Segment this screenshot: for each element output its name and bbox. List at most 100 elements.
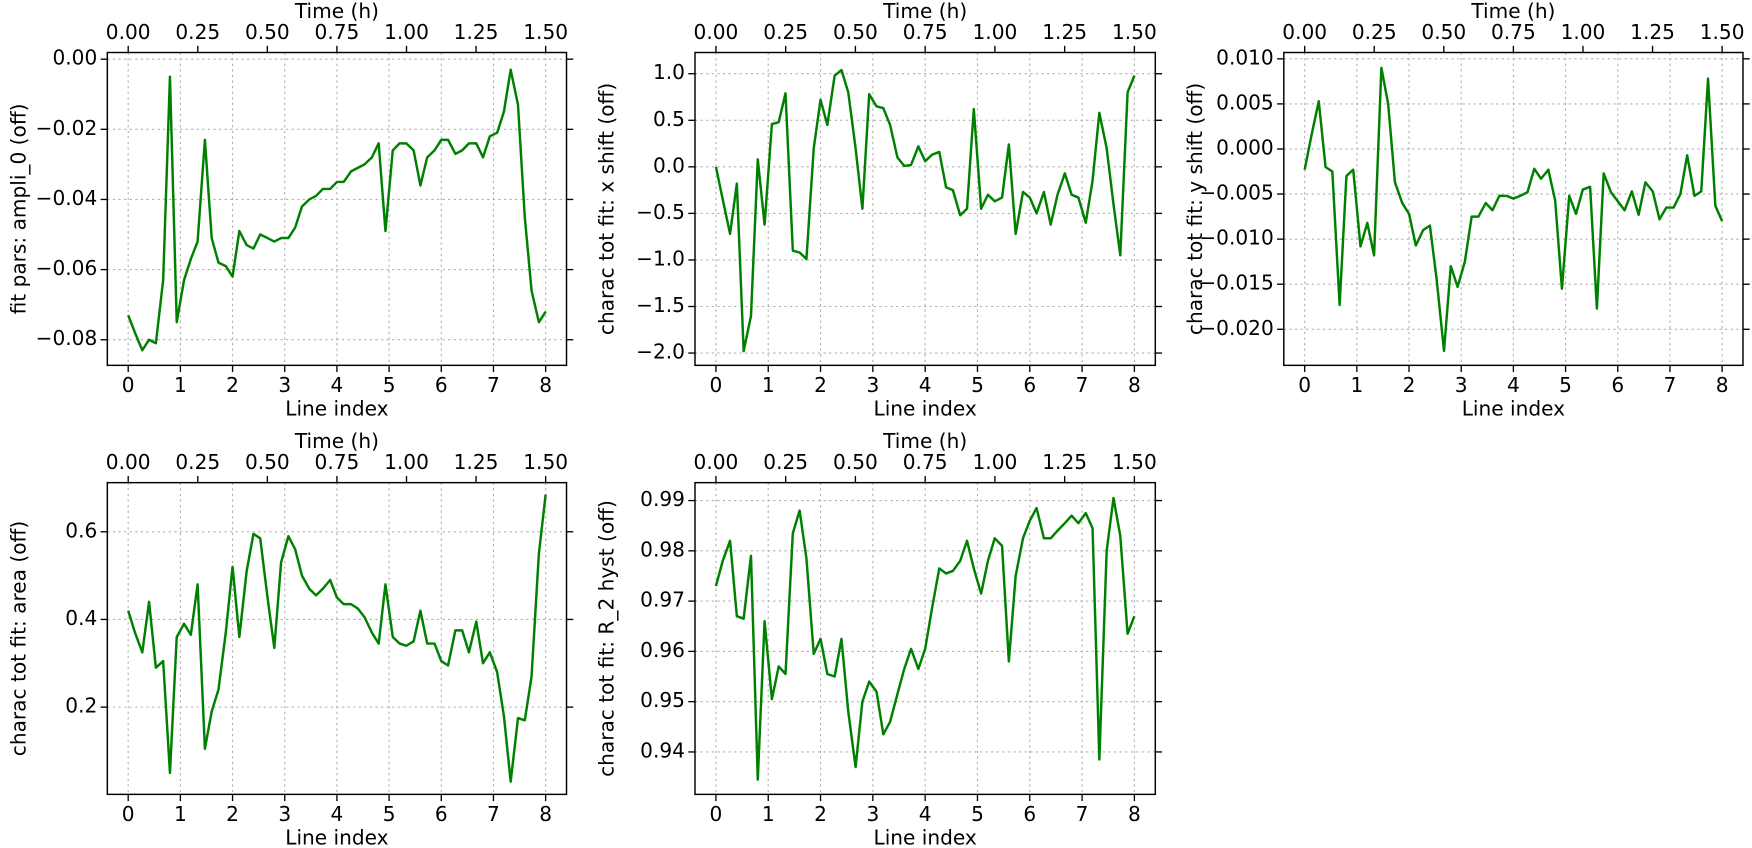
x2-tick-label: 0.75 — [903, 450, 948, 474]
x-tick-label: 7 — [487, 373, 500, 397]
x2-tick-label: 0.50 — [245, 450, 290, 474]
x-tick-label: 4 — [331, 802, 344, 826]
x2-tick-label: 1.00 — [973, 20, 1018, 44]
x2-tick-label: 0.00 — [694, 20, 739, 44]
x2-tick-label: 1.50 — [1112, 20, 1157, 44]
data-line — [714, 496, 1136, 781]
y-tick-label: 0.95 — [640, 688, 685, 712]
x-tick-label: 7 — [1076, 373, 1089, 397]
x-tick-label: 6 — [1611, 373, 1624, 397]
y-axis-label: fit pars: ampli_0 (off) — [7, 103, 31, 314]
x2-tick-label: 0.75 — [315, 20, 360, 44]
x2-tick-label: 0.00 — [1282, 20, 1327, 44]
y-tick-label: 0.005 — [1216, 90, 1274, 114]
x-tick-label: 6 — [1023, 802, 1036, 826]
y-axis-label: charac tot fit: x shift (off) — [594, 83, 618, 335]
x-tick-label: 7 — [487, 802, 500, 826]
x-tick-label: 8 — [1716, 373, 1729, 397]
x-axis-label: Line index — [285, 826, 388, 848]
y-tick-label: −0.08 — [36, 326, 98, 350]
x-tick-label: 2 — [226, 802, 239, 826]
x2-tick-label: 0.50 — [833, 450, 878, 474]
x-tick-label: 2 — [1403, 373, 1416, 397]
subplot: 0 1 2 3 4 5 6 7 8 0.00 0.25 0.50 0.75 1.00 1.25 1.50 0.2… — [7, 429, 574, 848]
x2-tick-label: 1.00 — [1561, 20, 1606, 44]
x-tick-label: 8 — [1128, 373, 1141, 397]
plot-frame — [1283, 51, 1744, 367]
x2-axis-label: Time (h) — [1470, 0, 1555, 23]
y-tick-label: 0.99 — [640, 487, 685, 511]
x-tick-label: 8 — [539, 802, 552, 826]
x-tick-label: 3 — [278, 373, 291, 397]
x-tick-label: 8 — [539, 373, 552, 397]
plot-frame — [106, 51, 568, 367]
x2-axis-label: Time (h) — [294, 0, 379, 23]
y-tick-label: −0.010 — [1199, 226, 1273, 250]
y-tick-label: 0.96 — [640, 638, 685, 662]
subplot: 0 1 2 3 4 5 6 7 8 0.00 0.25 0.50 0.75 1.00 1.25 1.50 0.9… — [594, 429, 1163, 848]
x-tick-label: 7 — [1076, 802, 1089, 826]
x2-tick-label: 1.50 — [1700, 20, 1745, 44]
x2-tick-label: 1.25 — [1630, 20, 1675, 44]
x-tick-label: 1 — [762, 373, 775, 397]
y-tick-label: −0.04 — [36, 186, 98, 210]
x2-tick-label: 0.25 — [1352, 20, 1397, 44]
data-line — [714, 68, 1136, 353]
x-tick-label: 1 — [762, 802, 775, 826]
y-tick-label: −0.005 — [1199, 181, 1273, 205]
x2-tick-label: 0.00 — [106, 450, 151, 474]
subplot: 0 1 2 3 4 5 6 7 8 0.00 0.25 0.50 0.75 1.00 1.25 1.50 −2.… — [594, 0, 1163, 421]
x-tick-label: 4 — [919, 802, 932, 826]
x-tick-label: 1 — [174, 373, 187, 397]
plot-frame — [694, 51, 1157, 367]
x-tick-label: 6 — [1023, 373, 1036, 397]
y-tick-label: 0.2 — [65, 694, 97, 718]
y-axis-label: charac tot fit: area (off) — [7, 521, 31, 756]
y-tick-label: −2.0 — [636, 340, 685, 364]
x-tick-label: 4 — [331, 373, 344, 397]
x2-tick-label: 1.50 — [1112, 450, 1157, 474]
x-tick-label: 7 — [1664, 373, 1677, 397]
x-tick-label: 3 — [1455, 373, 1468, 397]
x-tick-label: 8 — [1128, 802, 1141, 826]
x-axis-label: Line index — [873, 826, 976, 848]
subplot: 0 1 2 3 4 5 6 7 8 0.00 0.25 0.50 0.75 1.00 1.25 1.50 −0.… — [7, 0, 574, 421]
x-tick-label: 5 — [383, 802, 396, 826]
y-axis-label: charac tot fit: R_2 hyst (off) — [594, 500, 618, 777]
x2-tick-label: 0.25 — [175, 450, 220, 474]
x2-tick-label: 0.75 — [903, 20, 948, 44]
x2-tick-label: 1.25 — [454, 450, 499, 474]
y-tick-label: −1.5 — [636, 293, 685, 317]
x-tick-label: 2 — [814, 373, 827, 397]
subplot: 0 1 2 3 4 5 6 7 8 0.00 0.25 0.50 0.75 1.00 1.25 1.50 −0.… — [1183, 0, 1750, 421]
y-tick-label: −0.015 — [1199, 271, 1273, 295]
x2-tick-label: 1.00 — [384, 450, 429, 474]
x-tick-label: 0 — [1298, 373, 1311, 397]
data-line — [127, 494, 547, 783]
y-tick-label: 0.000 — [1216, 135, 1274, 159]
y-tick-label: −0.5 — [636, 200, 685, 224]
x-tick-label: 5 — [971, 373, 984, 397]
x-tick-label: 1 — [1350, 373, 1363, 397]
y-tick-label: −0.02 — [36, 116, 98, 140]
plot-frame — [106, 481, 568, 796]
data-line — [127, 68, 547, 352]
x2-tick-label: 1.50 — [523, 20, 568, 44]
x-axis-label: Line index — [285, 397, 388, 421]
x-tick-label: 0 — [122, 373, 135, 397]
x2-tick-label: 0.75 — [315, 450, 360, 474]
y-tick-label: 0.6 — [65, 518, 97, 542]
x2-axis-label: Time (h) — [882, 429, 967, 453]
y-tick-label: 0.00 — [52, 46, 97, 70]
x-tick-label: 4 — [919, 373, 932, 397]
x-tick-label: 5 — [971, 802, 984, 826]
x2-tick-label: 1.00 — [384, 20, 429, 44]
x2-tick-label: 0.25 — [175, 20, 220, 44]
x-axis-label: Line index — [1462, 397, 1565, 421]
y-axis-label: charac tot fit: y shift (off) — [1183, 83, 1207, 335]
x2-axis-label: Time (h) — [294, 429, 379, 453]
x-tick-label: 0 — [710, 802, 723, 826]
x2-tick-label: 0.50 — [833, 20, 878, 44]
y-tick-label: 0.5 — [653, 107, 685, 131]
